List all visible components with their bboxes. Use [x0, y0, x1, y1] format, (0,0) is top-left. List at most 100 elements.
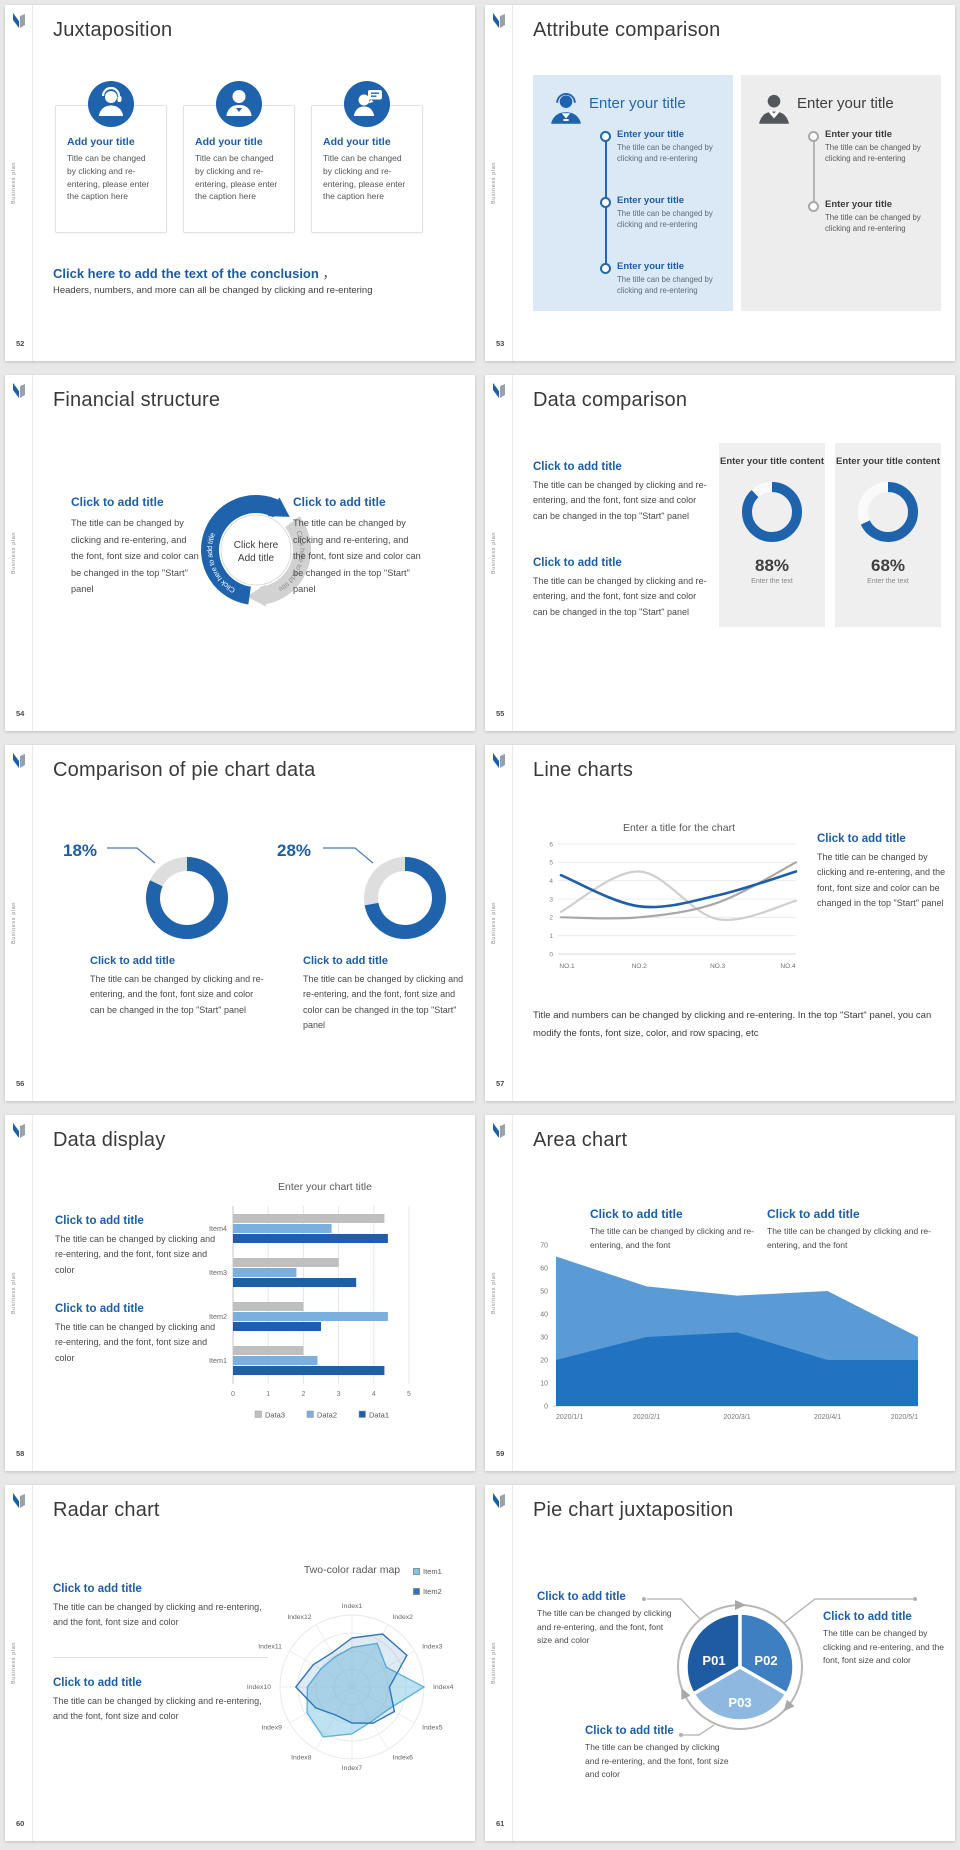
svg-text:0: 0: [549, 951, 553, 958]
timeline-item: Enter your title The title can be change…: [825, 199, 935, 235]
text-block: Click to add title The title can be chan…: [533, 461, 713, 524]
svg-text:1: 1: [549, 933, 553, 940]
svg-text:40: 40: [540, 1311, 548, 1318]
text-block: Click to add title The title can be chan…: [303, 955, 471, 1033]
legend-item2: Item2: [413, 1587, 442, 1596]
block-heading: Click to add title: [767, 1207, 860, 1221]
kpi-percent: 68%: [870, 555, 906, 575]
timeline-item: Enter your title The title can be change…: [617, 129, 727, 165]
svg-text:NO.4: NO.4: [780, 963, 796, 970]
page-number: 54: [16, 709, 25, 718]
block-heading: Click to add title: [90, 955, 175, 967]
slide-56-pie-comparison[interactable]: Business plan Comparison of pie chart da…: [5, 745, 475, 1101]
svg-text:Item3: Item3: [209, 1268, 227, 1277]
item-heading: Enter your title: [617, 129, 685, 140]
svg-text:2020/1/1: 2020/1/1: [556, 1414, 583, 1421]
card-heading: Add your title: [67, 136, 135, 148]
page-number: 60: [16, 1819, 25, 1828]
svg-text:2: 2: [301, 1391, 305, 1398]
sidebar-vertical-label: Business plan: [11, 1271, 17, 1315]
slide-title: Radar chart: [53, 1499, 160, 1521]
card-box: Add your title Title can be changed by c…: [311, 105, 423, 233]
svg-text:Enter your chart title: Enter your chart title: [278, 1181, 372, 1193]
sidebar-divider: [32, 1485, 33, 1841]
timeline-dot: [600, 131, 611, 142]
timeline-dot: [808, 131, 819, 142]
callout-heading: Click to add title: [585, 1725, 674, 1737]
conclusion-comma: ，: [322, 266, 336, 281]
slide-55-data-comparison[interactable]: Business plan Data comparison Click to a…: [485, 375, 955, 731]
brand-logo-icon: [13, 13, 25, 28]
text-block: Click to add title The title can be chan…: [533, 557, 713, 620]
svg-text:Index6: Index6: [393, 1754, 414, 1761]
footer-note: Title and numbers can be changed by clic…: [533, 1010, 932, 1040]
svg-text:60: 60: [540, 1265, 548, 1272]
text-block: Click to add title The title can be chan…: [817, 833, 947, 911]
card-body: Title can be changed by clicking and re-…: [67, 153, 150, 202]
slide-58-data-display[interactable]: Business plan Data display Click to add …: [5, 1115, 475, 1471]
text-block: Click to add title The title can be chan…: [53, 1583, 268, 1631]
text-block-right: Click to add title The title can be chan…: [293, 495, 421, 598]
item-body: The title can be changed by clicking and…: [617, 143, 713, 164]
slide-title: Area chart: [533, 1129, 628, 1151]
callout-body: The title can be changed by clicking and…: [823, 1628, 944, 1666]
sidebar-divider: [512, 1115, 513, 1471]
svg-text:5: 5: [407, 1391, 411, 1398]
donut-chart-28: [364, 857, 446, 939]
donut-chart-68: [858, 481, 918, 542]
slide-59-area-chart[interactable]: Business plan Area chart Click to add ti…: [485, 1115, 955, 1471]
svg-text:3: 3: [549, 896, 553, 903]
svg-text:Two-color radar map: Two-color radar map: [304, 1564, 400, 1576]
sidebar-divider: [32, 745, 33, 1101]
svg-text:Data3: Data3: [265, 1411, 285, 1420]
kpi-caption: Enter the text: [751, 577, 793, 585]
callout-body: The title can be changed by clicking and…: [537, 1608, 672, 1646]
timeline-item: Enter your title The title can be change…: [617, 195, 727, 231]
brand-logo-icon: [493, 383, 505, 398]
page-number: 61: [496, 1819, 505, 1828]
svg-text:NO.3: NO.3: [710, 963, 726, 970]
svg-text:Item1: Item1: [209, 1356, 227, 1365]
svg-text:50: 50: [540, 1288, 548, 1295]
svg-text:30: 30: [540, 1334, 548, 1341]
block-heading: Click to add title: [303, 955, 388, 967]
slide-52-juxtaposition[interactable]: Business plan Juxtaposition Add your tit…: [5, 5, 475, 361]
page-number: 52: [16, 339, 25, 348]
timeline-item: Enter your title The title can be change…: [825, 129, 935, 165]
svg-text:2020/3/1: 2020/3/1: [723, 1414, 750, 1421]
block-heading: Click to add title: [55, 1215, 144, 1227]
kpi-card-title: Enter your title content: [720, 456, 824, 467]
brand-logo-icon: [493, 753, 505, 768]
svg-text:P01: P01: [702, 1653, 725, 1668]
item-body: The title can be changed by clicking and…: [617, 275, 713, 296]
callout-top-left: Click to add title The title can be chan…: [537, 1591, 677, 1648]
page-number: 59: [496, 1449, 505, 1458]
feature-card: Add your title Title can be changed by c…: [55, 81, 167, 233]
text-block: Click to add title The title can be chan…: [590, 1207, 768, 1252]
slide-54-financial-structure[interactable]: Business plan Financial structure Click …: [5, 375, 475, 731]
card-body: Title can be changed by clicking and re-…: [195, 153, 278, 202]
slide-60-radar-chart[interactable]: Business plan Radar chart Click to add t…: [5, 1485, 475, 1841]
item-heading: Enter your title: [825, 129, 893, 140]
timeline-dot: [600, 197, 611, 208]
slide-61-pie-juxtaposition[interactable]: Business plan Pie chart juxtaposition P0…: [485, 1485, 955, 1841]
block-body: The title can be changed by clicking and…: [53, 1696, 262, 1722]
slide-title: Data comparison: [533, 389, 688, 411]
text-block-left: Click to add title The title can be chan…: [71, 495, 199, 598]
slide-title: Data display: [53, 1129, 166, 1151]
block-heading: Click to add title: [71, 495, 164, 509]
block-heading: Click to add title: [53, 1677, 142, 1689]
item-body: The title can be changed by clicking and…: [617, 209, 713, 230]
slide-53-attribute-comparison[interactable]: Business plan Attribute comparison Enter…: [485, 5, 955, 361]
block-body: The title can be changed by clicking and…: [293, 518, 421, 595]
slide-57-line-charts[interactable]: Business plan Line charts 0 1 2 3 4 5 6 NO.1 NO.…: [485, 745, 955, 1101]
svg-text:70: 70: [540, 1242, 548, 1249]
block-body: The title can be changed by clicking and…: [71, 518, 199, 595]
female-person-icon: [551, 92, 581, 124]
svg-text:0: 0: [231, 1391, 235, 1398]
svg-text:2020/5/1: 2020/5/1: [891, 1414, 918, 1421]
slide-title: Attribute comparison: [533, 19, 721, 41]
divider-line: [53, 1657, 268, 1658]
three-part-pie: P01 P02 P03: [677, 1600, 803, 1730]
